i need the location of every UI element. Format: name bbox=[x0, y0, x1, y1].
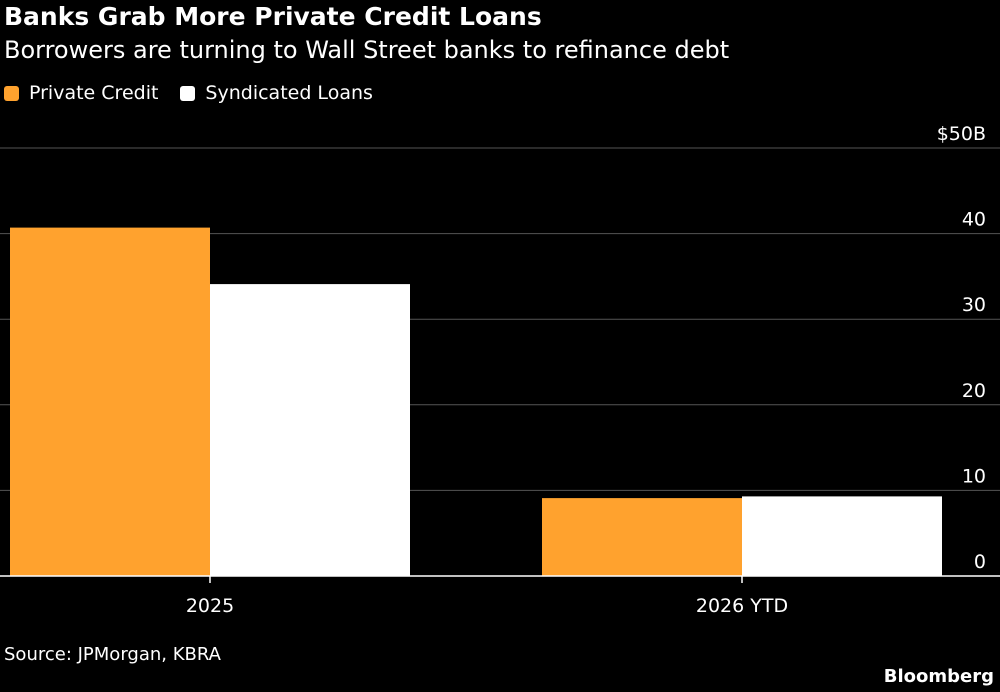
bar-private-credit bbox=[542, 498, 742, 576]
y-tick-label: 20 bbox=[962, 380, 986, 402]
y-tick-label: $50B bbox=[937, 123, 986, 145]
legend-item-private-credit: Private Credit bbox=[4, 82, 158, 104]
bar-private-credit bbox=[10, 227, 210, 576]
x-tick-label: 2025 bbox=[186, 595, 234, 617]
legend-item-syndicated-loans: Syndicated Loans bbox=[180, 82, 373, 104]
legend: Private Credit Syndicated Loans bbox=[4, 82, 395, 104]
chart-subtitle: Borrowers are turning to Wall Street ban… bbox=[4, 36, 730, 64]
source-note: Source: JPMorgan, KBRA bbox=[4, 644, 221, 665]
y-tick-label: 40 bbox=[962, 209, 986, 231]
y-tick-label: 10 bbox=[962, 465, 986, 487]
chart-title: Banks Grab More Private Credit Loans bbox=[4, 2, 542, 31]
bar-syndicated-loans bbox=[210, 284, 410, 576]
bloomberg-logo: Bloomberg bbox=[883, 666, 994, 687]
legend-swatch-private-credit bbox=[4, 85, 19, 101]
legend-label-syndicated-loans: Syndicated Loans bbox=[205, 82, 373, 104]
y-tick-label: 30 bbox=[962, 294, 986, 316]
y-tick-label: 0 bbox=[974, 551, 986, 573]
x-tick-label: 2026 YTD bbox=[696, 595, 788, 617]
legend-label-private-credit: Private Credit bbox=[29, 82, 159, 104]
bar-syndicated-loans bbox=[742, 496, 942, 576]
legend-swatch-syndicated-loans bbox=[180, 85, 196, 101]
